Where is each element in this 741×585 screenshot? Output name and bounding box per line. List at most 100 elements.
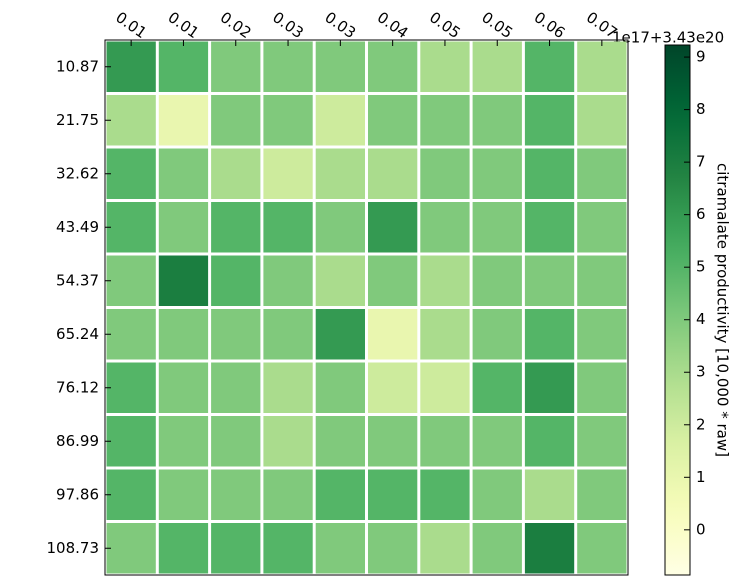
y-tick-label: 43.49 bbox=[56, 218, 99, 236]
heatmap-cell bbox=[106, 469, 156, 520]
heatmap-cell bbox=[420, 255, 470, 306]
heatmap-cell bbox=[158, 95, 209, 146]
heatmap-cell bbox=[368, 148, 418, 199]
heatmap-cell bbox=[420, 362, 470, 413]
heatmap-cell bbox=[472, 202, 522, 253]
heatmap-cell bbox=[106, 202, 156, 253]
colorbar-tick-label: 0 bbox=[696, 520, 706, 538]
heatmap-cell bbox=[211, 202, 261, 253]
heatmap-cell bbox=[472, 148, 522, 199]
heatmap-cell bbox=[524, 416, 575, 467]
heatmap-cell bbox=[158, 523, 209, 574]
heatmap-cell bbox=[368, 95, 418, 146]
heatmap-cell bbox=[158, 469, 209, 520]
heatmap-cell bbox=[577, 469, 627, 520]
y-tick-label: 10.87 bbox=[56, 57, 99, 75]
x-tick-label: 0.01 bbox=[112, 8, 150, 42]
heatmap-cell bbox=[368, 469, 418, 520]
heatmap-cell bbox=[263, 41, 313, 92]
heatmap-cell bbox=[524, 523, 575, 574]
heatmap-cell bbox=[315, 202, 365, 253]
heatmap-cell bbox=[211, 523, 261, 574]
heatmap-cell bbox=[472, 95, 522, 146]
heatmap-cell bbox=[368, 362, 418, 413]
heatmap-cell bbox=[315, 95, 365, 146]
heatmap-cell bbox=[106, 309, 156, 360]
y-tick-label: 76.12 bbox=[56, 378, 99, 396]
heatmap-cell bbox=[263, 95, 313, 146]
heatmap-cell bbox=[106, 255, 156, 306]
heatmap-cell bbox=[158, 202, 209, 253]
heatmap-cell bbox=[158, 41, 209, 92]
heatmap-cell bbox=[524, 255, 575, 306]
heatmap-cell bbox=[106, 148, 156, 199]
colorbar-tick-label: 9 bbox=[696, 48, 706, 66]
heatmap-cell bbox=[524, 469, 575, 520]
colorbar-label: citramalate productivity [10,000 * raw] bbox=[714, 163, 732, 457]
heatmap-cell bbox=[420, 469, 470, 520]
heatmap-cell bbox=[524, 95, 575, 146]
x-tick-label: 0.01 bbox=[165, 8, 203, 42]
y-tick-label: 97.86 bbox=[56, 485, 99, 503]
heatmap-cell bbox=[158, 255, 209, 306]
heatmap-cell bbox=[577, 148, 627, 199]
heatmap-cell bbox=[106, 362, 156, 413]
heatmap-cell bbox=[472, 41, 522, 92]
heatmap-cell bbox=[420, 523, 470, 574]
heatmap-cell bbox=[577, 41, 627, 92]
heatmap-cell bbox=[158, 309, 209, 360]
heatmap-cell bbox=[577, 416, 627, 467]
heatmap-cell bbox=[263, 148, 313, 199]
x-tick-label: 0.06 bbox=[531, 8, 569, 42]
heatmap-cell bbox=[577, 255, 627, 306]
y-tick-label: 86.99 bbox=[56, 432, 99, 450]
heatmap-cell bbox=[106, 416, 156, 467]
heatmap-cell bbox=[368, 309, 418, 360]
heatmap-cell bbox=[263, 469, 313, 520]
heatmap-cell bbox=[211, 469, 261, 520]
x-tick-label: 0.05 bbox=[426, 8, 464, 42]
heatmap-cell bbox=[263, 523, 313, 574]
heatmap-cell bbox=[472, 469, 522, 520]
heatmap-cell bbox=[577, 202, 627, 253]
heatmap-cell bbox=[211, 362, 261, 413]
colorbar bbox=[664, 44, 691, 576]
y-tick-label: 108.73 bbox=[47, 539, 100, 557]
heatmap-cell bbox=[524, 202, 575, 253]
x-tick-label: 0.04 bbox=[374, 8, 412, 42]
heatmap-cell bbox=[315, 362, 365, 413]
x-tick-label: 0.03 bbox=[321, 8, 359, 42]
heatmap-cell bbox=[211, 309, 261, 360]
heatmap-cell bbox=[577, 362, 627, 413]
colorbar-tick-label: 1 bbox=[696, 468, 706, 486]
heatmap-cell bbox=[368, 202, 418, 253]
colorbar-tick-label: 6 bbox=[696, 205, 706, 223]
heatmap-cell bbox=[315, 309, 365, 360]
y-tick-label: 32.62 bbox=[56, 164, 99, 182]
heatmap-cell bbox=[472, 416, 522, 467]
heatmap-cell bbox=[315, 469, 365, 520]
y-tick-label: 54.37 bbox=[56, 271, 99, 289]
heatmap-cell bbox=[158, 416, 209, 467]
heatmap-cell bbox=[420, 148, 470, 199]
heatmap-cell bbox=[158, 362, 209, 413]
heatmap-cell bbox=[368, 255, 418, 306]
heatmap-cell bbox=[211, 41, 261, 92]
heatmap-cell bbox=[106, 41, 156, 92]
heatmap-cell bbox=[263, 202, 313, 253]
colorbar-offset: 1e17+3.43e20 bbox=[612, 29, 724, 47]
heatmap-cell bbox=[106, 95, 156, 146]
heatmap-cell bbox=[472, 523, 522, 574]
y-tick-label: 21.75 bbox=[56, 111, 99, 129]
heatmap-cell bbox=[472, 309, 522, 360]
x-tick-label: 0.03 bbox=[269, 8, 307, 42]
heatmap-cell bbox=[524, 41, 575, 92]
heatmap-cell bbox=[106, 523, 156, 574]
heatmap-cell bbox=[211, 148, 261, 199]
heatmap-cell bbox=[472, 362, 522, 413]
heatmap-cell bbox=[158, 148, 209, 199]
heatmap-cell bbox=[524, 309, 575, 360]
colorbar-tick-label: 2 bbox=[696, 415, 706, 433]
heatmap-cell bbox=[420, 41, 470, 92]
